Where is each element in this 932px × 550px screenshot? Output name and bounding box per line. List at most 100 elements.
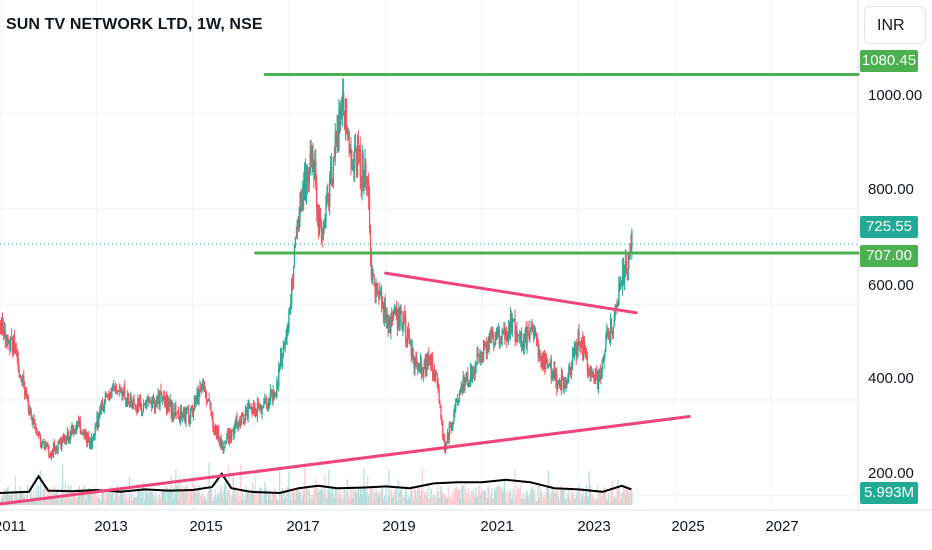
candle-body — [508, 327, 511, 332]
volume-bar — [417, 485, 419, 505]
candle-body — [90, 437, 93, 448]
candle-body — [316, 183, 318, 211]
candle-body — [526, 326, 528, 347]
candle-body — [603, 353, 605, 362]
candle-body — [71, 427, 73, 430]
volume-bar — [618, 487, 620, 505]
candle-body — [108, 396, 110, 398]
volume-bar — [281, 487, 283, 505]
candle-body — [500, 342, 502, 345]
candle-body — [420, 360, 423, 373]
candle-body — [482, 358, 484, 362]
volume-bar — [545, 493, 548, 505]
x-tick-2025: 2025 — [671, 518, 705, 535]
volume-bar — [154, 490, 157, 505]
candle-body — [404, 314, 406, 319]
volume-bar — [41, 499, 43, 505]
candle-body — [272, 391, 274, 401]
volume-bar — [229, 499, 232, 505]
candle-body — [512, 319, 514, 321]
volume-bar — [512, 488, 514, 505]
volume-bar — [45, 497, 47, 505]
volume-bar — [169, 490, 171, 505]
volume-bar — [182, 490, 184, 505]
candle-body — [394, 307, 397, 311]
volume-bar — [626, 487, 628, 505]
volume-bar — [520, 485, 522, 505]
volume-bar — [539, 485, 541, 505]
volume-bar — [308, 490, 310, 505]
candle-body — [266, 408, 269, 410]
candle-body — [255, 412, 258, 417]
candle-body — [615, 304, 617, 310]
volume-bar — [485, 497, 487, 505]
volume-bar — [432, 494, 435, 505]
volume-bar — [368, 492, 371, 505]
candle-body — [523, 339, 526, 348]
candle-body — [548, 364, 551, 367]
volume-bar — [191, 480, 194, 505]
x-tick-2017: 2017 — [286, 518, 320, 535]
volume-bar — [418, 490, 421, 505]
volume-bar — [480, 495, 482, 505]
volume-bar — [360, 488, 362, 505]
volume-bar — [449, 496, 451, 505]
candle-body — [597, 374, 600, 390]
volume-bar — [330, 487, 332, 505]
volume-bar — [151, 491, 153, 505]
volume-bar — [181, 486, 183, 505]
candle-body — [421, 372, 424, 375]
y-tick-800: 800.00 — [868, 181, 914, 198]
volume-bar — [387, 496, 389, 505]
volume-bar — [7, 486, 9, 505]
volume-bar — [558, 499, 561, 505]
candle-body — [506, 331, 508, 342]
volume-bar — [298, 492, 300, 505]
volume-bar — [541, 492, 543, 505]
candle-body — [215, 425, 218, 439]
volume-bar — [624, 494, 626, 505]
volume-bar — [303, 489, 305, 505]
candle-body — [49, 453, 51, 456]
candle-body — [305, 170, 308, 193]
volume-bar — [17, 495, 19, 505]
candle-body — [495, 334, 497, 344]
volume-bar — [398, 493, 400, 505]
candle-body — [308, 172, 310, 183]
candle-body — [571, 366, 573, 376]
candle-body — [11, 336, 13, 338]
volume-bar — [332, 494, 334, 505]
volume-bar — [458, 489, 461, 505]
volume-bar — [146, 493, 148, 505]
candle-body — [388, 319, 390, 330]
volume-bar — [343, 488, 346, 505]
volume-bar — [500, 490, 502, 505]
candle-body — [598, 372, 601, 375]
candle-body — [101, 401, 103, 409]
candle-body — [409, 342, 412, 344]
candle-body — [446, 433, 449, 442]
volume-bar — [292, 492, 295, 505]
candle-body — [574, 343, 577, 349]
volume-bar — [280, 492, 283, 505]
candle-body — [63, 436, 65, 441]
volume-bar — [543, 496, 545, 505]
candle-body — [101, 401, 104, 405]
volume-bar — [1, 495, 4, 505]
volume-bar — [551, 486, 553, 505]
volume-bar — [580, 500, 582, 505]
candle-body — [371, 272, 374, 280]
volume-bar — [496, 486, 499, 505]
volume-bar — [447, 486, 449, 505]
volume-bar — [271, 491, 273, 505]
volume-bar — [409, 494, 411, 505]
currency-button[interactable]: INR — [864, 6, 926, 44]
candle-body — [241, 412, 244, 415]
candle-body — [557, 382, 559, 390]
volume-bar — [614, 497, 616, 505]
volume-bar — [545, 488, 547, 505]
candle-body — [146, 398, 148, 405]
volume-bar — [498, 485, 500, 505]
candle-body — [339, 108, 341, 125]
